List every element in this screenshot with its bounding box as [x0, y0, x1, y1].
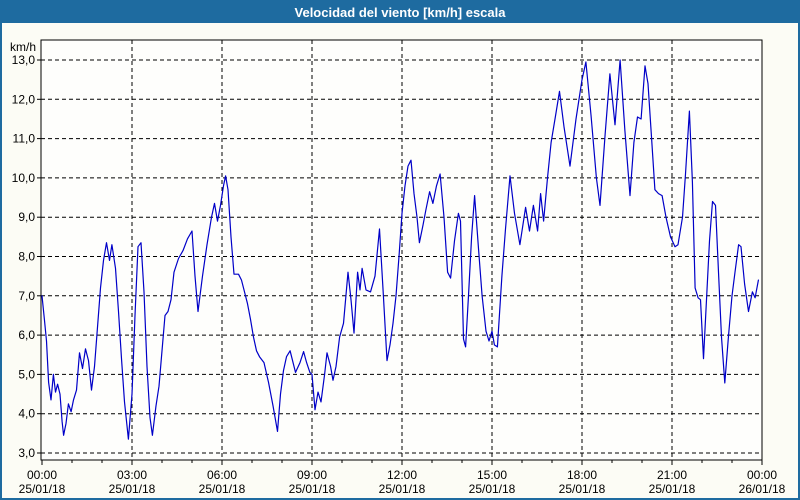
y-axis-label: 12,0 — [12, 92, 36, 106]
y-axis-label: 13,0 — [12, 53, 36, 67]
x-axis-date-label: 25/01/18 — [649, 482, 696, 496]
x-axis-time-label: 09:00 — [297, 468, 327, 482]
x-axis-date-label: 25/01/18 — [289, 482, 336, 496]
x-axis-time-label: 03:00 — [117, 468, 147, 482]
x-axis-date-label: 26/01/18 — [739, 482, 786, 496]
y-axis-label: 9,0 — [18, 210, 35, 224]
x-axis-date-label: 25/01/18 — [559, 482, 606, 496]
x-axis-date-label: 25/01/18 — [469, 482, 516, 496]
x-axis-time-label: 21:00 — [657, 468, 687, 482]
y-axis-label: 5,0 — [18, 367, 35, 381]
x-axis-time-label: 12:00 — [387, 468, 417, 482]
y-axis-label: 11,0 — [13, 132, 36, 146]
wind-speed-line — [41, 59, 760, 440]
x-axis-time-label: 15:00 — [477, 468, 507, 482]
x-axis-time-label: 06:00 — [207, 468, 237, 482]
x-axis-time-label: 00:00 — [747, 468, 777, 482]
x-axis-time-label: 00:00 — [27, 468, 57, 482]
y-axis-label: 8,0 — [18, 250, 35, 264]
x-axis-time-label: 18:00 — [567, 468, 597, 482]
y-axis-label: 6,0 — [18, 328, 35, 342]
x-axis-date-label: 25/01/18 — [109, 482, 156, 496]
y-axis-label: 3,0 — [18, 446, 35, 460]
y-axis-label: 7,0 — [18, 289, 35, 303]
y-axis-label: 10,0 — [12, 171, 36, 185]
y-axis-label: 4,0 — [18, 407, 35, 421]
x-axis-date-label: 25/01/18 — [19, 482, 66, 496]
x-axis-date-label: 25/01/18 — [199, 482, 246, 496]
y-axis-unit-label: km/h — [10, 40, 36, 54]
window-title: Velocidad del viento [km/h] escala — [2, 2, 798, 23]
x-axis-date-label: 25/01/18 — [379, 482, 426, 496]
